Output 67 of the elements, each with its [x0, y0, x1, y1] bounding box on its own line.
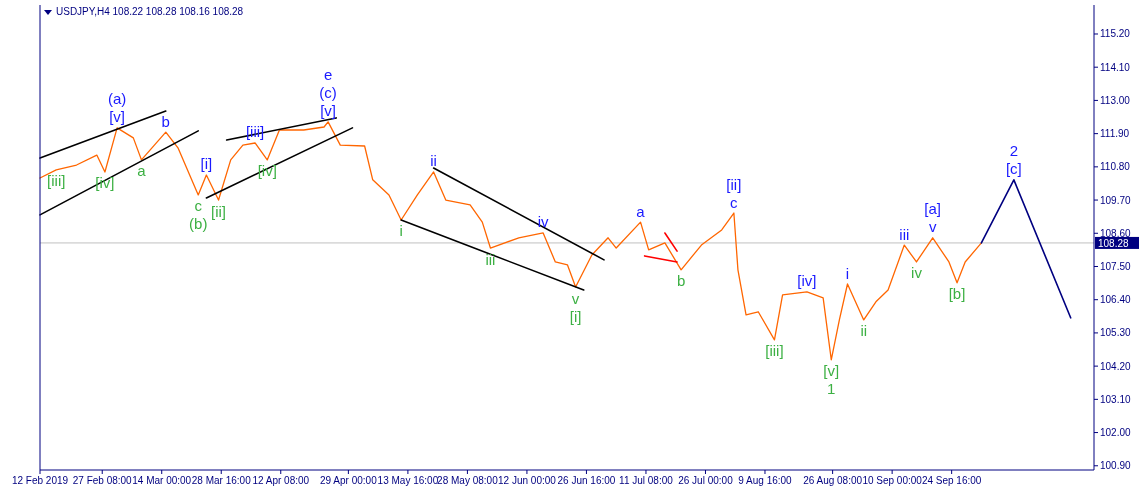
- y-tick-label: 110.80: [1100, 161, 1131, 173]
- y-tick-label: 115.20: [1100, 28, 1131, 40]
- annotation: iii: [485, 250, 496, 268]
- annotation: v: [928, 218, 937, 236]
- annotation: c: [194, 197, 203, 215]
- annotation: [v]: [823, 362, 840, 380]
- y-tick-label: 108.60: [1100, 227, 1132, 239]
- y-tick-label: 106.40: [1100, 294, 1132, 306]
- x-tick-label: 27 Feb 08:00: [72, 475, 133, 486]
- annotation: ii: [430, 152, 437, 170]
- annotation: i: [399, 222, 403, 240]
- annotation: b: [676, 272, 686, 290]
- y-tick-label: 104.20: [1100, 360, 1132, 372]
- x-tick-label: 14 Mar 00:00: [132, 475, 192, 486]
- x-tick-label: 26 Aug 08:00: [803, 475, 863, 486]
- x-tick-label: 13 May 16:00: [377, 475, 439, 486]
- y-tick-label: 111.90: [1100, 128, 1130, 140]
- annotation: [iii]: [47, 172, 66, 190]
- y-tick-label: 114.10: [1100, 61, 1131, 73]
- x-tick-label: 12 Jun 00:00: [498, 475, 557, 486]
- annotation: [b]: [948, 285, 966, 303]
- annotation: e: [323, 66, 333, 84]
- annotation: iv: [911, 264, 923, 282]
- annotation: [i]: [200, 155, 213, 173]
- annotation: (c): [319, 84, 337, 102]
- annotation: c: [730, 193, 739, 211]
- annotation: a: [137, 162, 147, 180]
- annotation: [ii]: [211, 202, 227, 220]
- x-tick-label: 12 Feb 2019: [11, 475, 69, 486]
- annotation: (b): [189, 215, 208, 233]
- chart-title: USDJPY,H4 108.22 108.28 108.16 108.28: [56, 6, 244, 17]
- annotation: i: [845, 264, 850, 282]
- x-tick-label: 24 Sep 16:00: [921, 475, 982, 486]
- annotation: [ii]: [726, 175, 742, 193]
- y-tick-label: 107.50: [1100, 260, 1132, 272]
- annotation: [c]: [1005, 160, 1022, 178]
- y-tick-label: 113.00: [1100, 94, 1131, 106]
- annotation: [iv]: [797, 272, 817, 290]
- annotation: 1: [827, 380, 836, 398]
- y-tick-label: 103.10: [1100, 393, 1132, 405]
- x-tick-label: 10 Sep 00:00: [862, 475, 923, 486]
- x-tick-label: 11 Jul 08:00: [619, 475, 674, 486]
- annotation: [v]: [109, 108, 126, 126]
- ref-line-label: 108.28: [1098, 237, 1130, 249]
- annotation: [v]: [320, 102, 337, 120]
- x-tick-label: 28 May 08:00: [437, 475, 499, 486]
- x-tick-label: 29 Apr 00:00: [320, 475, 378, 486]
- x-tick-label: 26 Jun 16:00: [557, 475, 616, 486]
- annotation: [iii]: [765, 342, 784, 360]
- y-tick-label: 100.90: [1100, 460, 1132, 472]
- annotation: iii: [899, 225, 910, 243]
- x-tick-label: 28 Mar 16:00: [191, 475, 252, 486]
- annotation: b: [161, 112, 170, 130]
- annotation: iv: [537, 213, 550, 231]
- annotation: (a): [107, 90, 127, 108]
- annotation: v: [571, 289, 580, 307]
- annotation: [a]: [924, 200, 942, 218]
- x-tick-label: 9 Aug 16:00: [738, 475, 793, 486]
- x-tick-label: 12 Apr 08:00: [252, 475, 310, 486]
- annotation: a: [636, 202, 646, 220]
- annotation: ii: [860, 322, 868, 340]
- annotation: [i]: [569, 307, 582, 325]
- annotation: 2: [1009, 142, 1019, 160]
- y-tick-label: 102.00: [1100, 427, 1132, 439]
- y-tick-label: 105.30: [1100, 327, 1132, 339]
- y-tick-label: 109.70: [1100, 194, 1132, 206]
- x-tick-label: 26 Jul 00:00: [678, 475, 734, 486]
